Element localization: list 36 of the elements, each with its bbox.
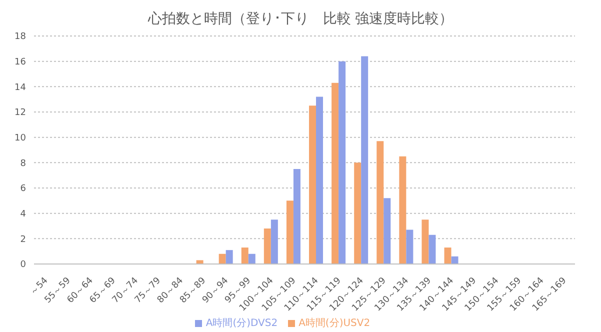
bar	[332, 82, 339, 264]
bar	[218, 254, 226, 264]
bar	[293, 169, 300, 264]
y-tick-label: 10	[14, 134, 26, 144]
legend-label: A時間(分)USV2	[298, 318, 370, 329]
bar	[338, 61, 346, 264]
bar	[226, 250, 233, 264]
bar	[196, 260, 204, 264]
bar	[241, 248, 248, 264]
bar	[316, 96, 324, 264]
y-tick-label: 8	[20, 158, 26, 169]
y-tick-label: 18	[14, 32, 26, 42]
bar	[384, 198, 391, 264]
bar	[361, 56, 368, 264]
y-tick-label: 4	[20, 210, 26, 220]
bar	[248, 254, 256, 264]
bar	[428, 234, 436, 264]
bar	[406, 230, 414, 264]
bar	[309, 106, 316, 264]
y-tick-label: 0	[20, 260, 26, 270]
y-tick-label: 14	[14, 82, 26, 93]
bar	[270, 220, 278, 264]
bar	[264, 228, 271, 264]
legend-label: A時間(分)DVS2	[206, 318, 278, 329]
bar	[444, 248, 452, 264]
bar	[286, 200, 294, 264]
y-tick-label: 16	[14, 58, 26, 68]
y-tick-label: 2	[20, 234, 26, 245]
y-tick-label: 12	[14, 108, 26, 118]
bar	[399, 156, 406, 264]
bar	[354, 162, 362, 264]
y-tick-label: 6	[20, 184, 26, 194]
bar	[451, 256, 458, 264]
bar	[376, 141, 384, 264]
chart-title: 心拍数と時間（登り･下り 比較 強速度時比較）	[146, 10, 454, 29]
bar	[422, 220, 429, 264]
